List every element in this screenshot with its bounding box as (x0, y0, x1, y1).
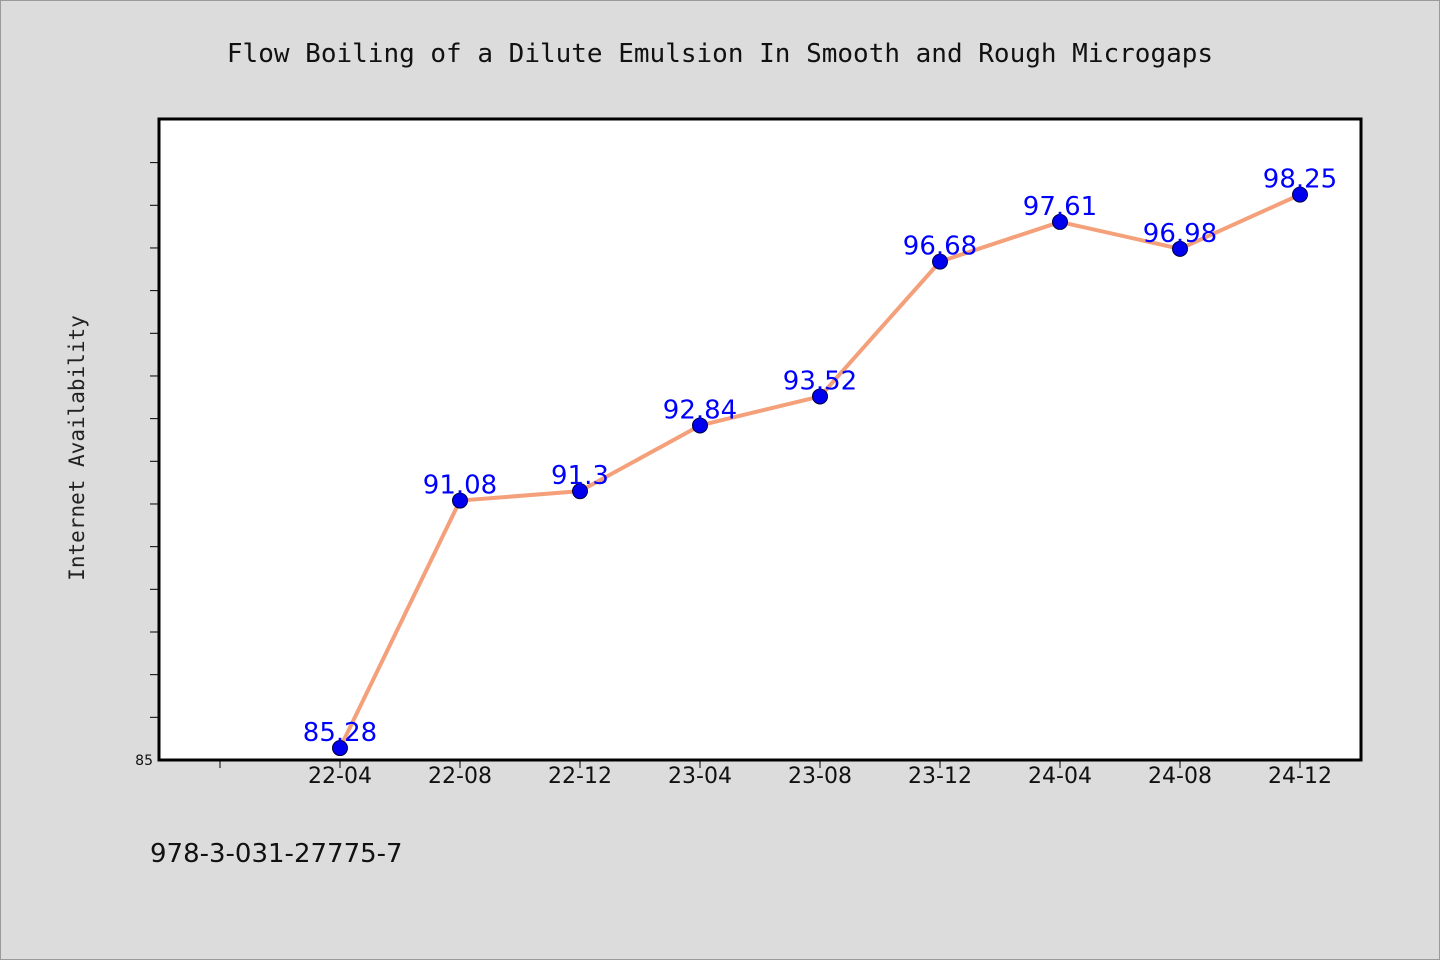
y-tick-label: 85 (135, 753, 153, 769)
chart-title: Flow Boiling of a Dilute Emulsion In Smo… (227, 39, 1213, 69)
y-axis-label: Internet Availability (65, 315, 89, 581)
series-markers (332, 186, 1308, 757)
data-point-marker (1052, 213, 1068, 230)
data-label: 98.25 (1263, 165, 1337, 195)
data-point-marker (812, 388, 828, 405)
isbn-footer: 978-3-031-27775-7 (150, 839, 403, 869)
data-label: 91.08 (423, 471, 497, 501)
data-point-marker (1292, 186, 1308, 203)
data-label: 93.52 (783, 366, 857, 396)
y-axis-ticks: 85 (135, 162, 159, 769)
data-point-marker (572, 483, 588, 500)
x-tick-label: 24-04 (1028, 764, 1092, 789)
data-label: 85.28 (303, 718, 377, 748)
data-label: 92.84 (663, 395, 737, 425)
data-point-marker (452, 492, 468, 509)
x-tick-label: 24-12 (1268, 764, 1332, 789)
data-labels: 85.28 91.08 91.3 92.84 93.52 96.68 97.61 96.98 9… (303, 165, 1337, 748)
data-point-marker (332, 740, 348, 757)
data-label: 96.98 (1143, 219, 1217, 249)
x-tick-label: 22-04 (308, 764, 372, 789)
x-tick-label: 23-08 (788, 764, 852, 789)
plot-area (157, 117, 1363, 762)
data-point-marker (932, 253, 948, 270)
x-tick-label: 22-08 (428, 764, 492, 789)
x-tick-label: 23-04 (668, 764, 732, 789)
data-label: 91.3 (551, 461, 609, 491)
x-tick-label: 22-12 (548, 764, 612, 789)
x-tick-label: 24-08 (1148, 764, 1212, 789)
x-tick-label: 23-12 (908, 764, 972, 789)
data-label: 97.61 (1023, 192, 1097, 222)
x-axis-ticks: 22-04 22-08 22-12 23-04 23-08 23-12 24-04 24-08… (219, 760, 1332, 789)
data-label: 96.68 (903, 232, 977, 262)
data-point-marker (1172, 240, 1188, 257)
data-point-marker (692, 417, 708, 434)
